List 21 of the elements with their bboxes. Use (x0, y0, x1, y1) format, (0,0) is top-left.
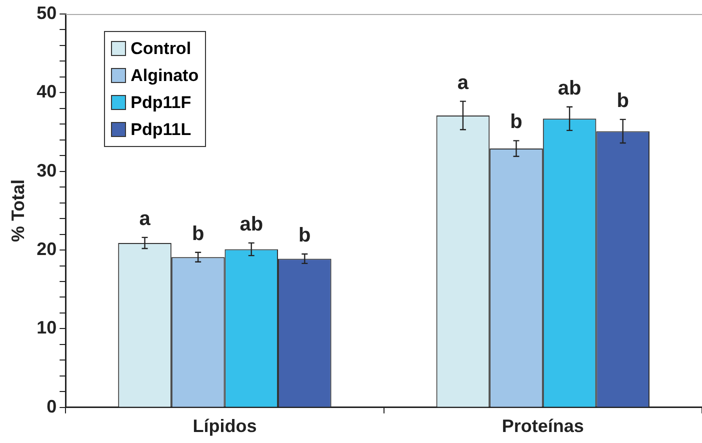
legend-label: Control (130, 38, 192, 58)
data-label: a (457, 72, 470, 94)
data-label: b (192, 222, 204, 245)
y-tick-label: 10 (36, 318, 57, 338)
legend-label: Pdp11L (130, 120, 192, 140)
y-axis-title: % Total (8, 179, 28, 242)
y-tick-label: 40 (36, 82, 57, 102)
y-tick-label: 20 (36, 239, 57, 260)
data-label: a (139, 208, 152, 230)
x-tick-label: Proteínas (502, 416, 584, 436)
legend-label: Pdp11F (130, 92, 192, 112)
data-label: ab (558, 77, 582, 100)
y-tick-label: 30 (36, 160, 57, 180)
legend-label: Alginato (130, 66, 199, 86)
x-tick-label: Lípidos (192, 416, 257, 436)
data-label: b (298, 224, 311, 246)
y-tick-label: 50 (36, 2, 57, 23)
data-label: ab (240, 213, 264, 236)
y-tick-label: 0 (46, 396, 57, 416)
data-label: b (616, 90, 629, 112)
data-label: b (510, 111, 522, 134)
